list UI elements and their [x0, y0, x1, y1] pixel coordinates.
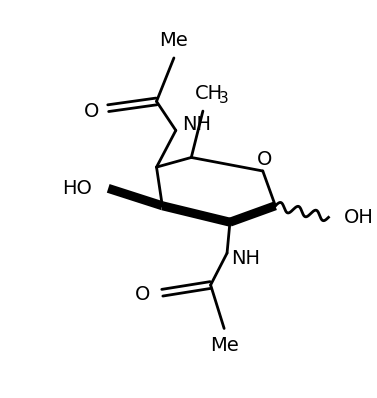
Text: NH: NH: [182, 115, 211, 134]
Text: Me: Me: [210, 336, 239, 355]
Text: 3: 3: [219, 91, 229, 106]
Text: NH: NH: [231, 250, 260, 268]
Text: O: O: [84, 101, 100, 121]
Text: O: O: [257, 150, 273, 169]
Text: HO: HO: [62, 179, 92, 198]
Text: OH: OH: [344, 208, 374, 227]
Text: CH: CH: [195, 84, 223, 103]
Text: Me: Me: [159, 31, 188, 50]
Text: O: O: [135, 285, 151, 304]
